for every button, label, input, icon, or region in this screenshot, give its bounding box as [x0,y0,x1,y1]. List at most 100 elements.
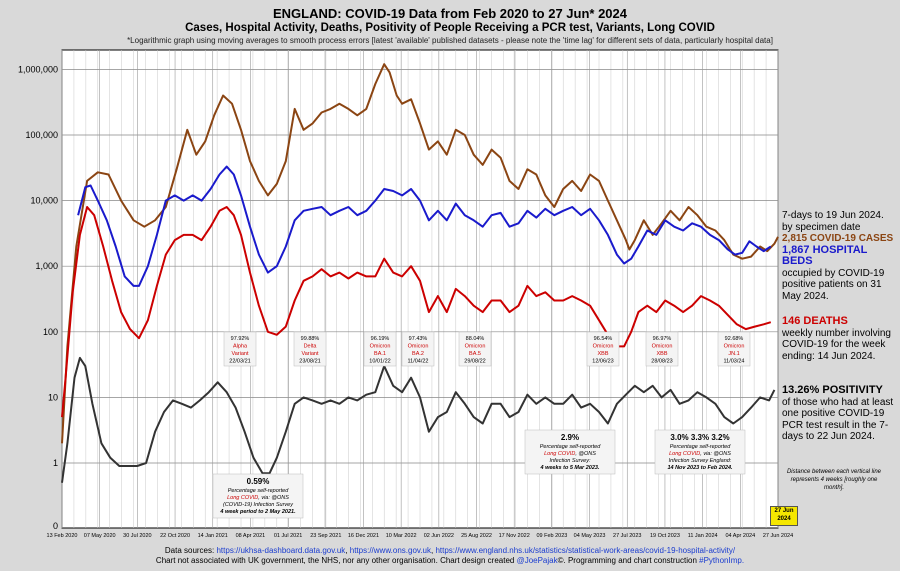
longcovid-line: Long COVID, via: @ONS [227,495,289,501]
x-tick-label: 16 Dec 2021 [348,533,379,539]
variant-label: BA.5 [469,351,481,357]
positivity-summary: 13.26% POSITIVITY of those who had at le… [782,384,897,443]
footer-credits: Chart not associated with UK government,… [0,556,900,566]
y-tick-label: 0 [53,521,58,531]
chart-subtitle: Cases, Hospital Activity, Deaths, Positi… [185,22,715,34]
x-tick-label: 30 Jul 2020 [123,533,151,539]
variant-label: 99.88% [301,336,320,342]
x-tick-label: 11 Jan 2024 [688,533,718,539]
credit-handle-pythonimp[interactable]: #PythonImp. [699,556,745,565]
footer-sources: Data sources: https://ukhsa-dashboard.da… [164,546,736,555]
longcovid-line: Infection Survey: [550,458,591,464]
longcovid-line: Long COVID, @ONS [544,451,596,457]
variant-label: 28/08/23 [651,359,672,365]
y-tick-label: 100,000 [25,130,58,140]
x-tick-label: 22 Oct 2020 [160,533,190,539]
x-tick-label: 04 May 2023 [574,533,606,539]
variant-label: XBB [656,351,667,357]
variant-box [645,331,679,367]
series-line-beds [77,165,772,287]
x-tick-label: 27 Jul 2023 [613,533,641,539]
variant-label: 97.43% [409,336,428,342]
beds-value: 1,867 HOSPITAL BEDS [782,243,868,267]
variant-label: Omicron [465,344,486,350]
variant-label: Alpha [233,344,248,350]
variant-label: Omicron [408,344,429,350]
deaths-value: 146 DEATHS [782,315,848,327]
longcovid-line: Percentage self-reported [670,444,731,450]
variant-label: Delta [304,344,318,350]
credit-handle-joepajak[interactable]: @JoePajak [516,556,558,565]
longcovid-line: Percentage self-reported [540,444,601,450]
longcovid-box [524,429,616,475]
cases-value: 2,815 COVID-19 CASES [782,233,894,244]
variant-label: JN.1 [728,351,739,357]
variant-label: 12/06/23 [592,359,613,365]
longcovid-line: 4 weeks to 5 Mar 2023. [539,465,599,471]
variant-label: Omicron [652,344,673,350]
y-tick-label: 10 [48,392,58,402]
longcovid-pct: 2.9% [561,433,579,442]
variant-label: Variant [231,351,248,357]
variant-box [293,331,327,367]
longcovid-line: Long COVID, via: @ONS [669,451,731,457]
chart-note: *Logarithmic graph using moving averages… [127,36,773,45]
chart-title: ENGLAND: COVID-19 Data from Feb 2020 to … [273,6,627,21]
variant-label: BA.1 [374,351,386,357]
variant-label: 23/08/21 [299,359,320,365]
x-tick-label: 23 Sep 2021 [310,533,341,539]
variant-label: 97.92% [231,336,250,342]
y-tick-label: 10,000 [30,196,58,206]
beds-text: occupied by COVID-19 positive patients o… [782,267,885,302]
deaths-summary: 146 DEATHS weekly number involving COVID… [782,315,897,362]
x-tick-label: 13 Feb 2020 [47,533,78,539]
source-link-ons[interactable]: https://www.ons.gov.uk [349,546,431,555]
x-tick-label: 09 Feb 2023 [536,533,567,539]
variant-box [363,331,397,367]
y-tick-label: 1,000 [35,261,58,271]
variant-label: 92.68% [725,336,744,342]
variant-label: 88.04% [466,336,485,342]
variant-label: Variant [301,351,318,357]
credit-text-a: Chart not associated with UK government,… [155,556,515,565]
source-link-ukhsa[interactable]: https://ukhsa-dashboard.data.gov.uk [216,546,346,555]
longcovid-pct: 0.59% [247,477,270,486]
y-tick-label: 1,000,000 [18,64,58,74]
longcovid-box [654,429,746,475]
variant-label: XBB [597,351,608,357]
series-line-positivity [61,356,776,483]
y-tick-label: 100 [43,327,58,337]
variant-label: 11/03/24 [723,359,744,365]
date-marker: 27 Jun 2024 [770,506,798,526]
chart-header: ENGLAND: COVID-19 Data from Feb 2020 to … [0,6,900,46]
variant-box [401,331,435,367]
y-tick-label: 1 [53,458,58,468]
longcovid-line: 14 Nov 2023 to Feb 2024. [667,465,733,471]
variant-box [717,331,751,367]
variant-label: BA.2 [412,351,424,357]
x-tick-label: 02 Jun 2022 [424,533,454,539]
series-line-cases [61,63,779,444]
source-link-nhs[interactable]: https://www.england.nhs.uk/statistics/st… [435,546,736,555]
x-tick-label: 07 May 2020 [84,533,116,539]
longcovid-box [212,473,304,519]
x-tick-label: 19 Oct 2023 [650,533,680,539]
series-line-deaths [61,206,772,418]
deaths-text: weekly number involving COVID-19 for the… [782,327,891,362]
x-tick-label: 08 Apr 2021 [236,533,266,539]
variant-box [223,331,257,367]
x-tick-label: 17 Nov 2022 [499,533,530,539]
longcovid-line: Percentage self-reported [228,488,289,494]
longcovid-line: Infection Survey England: [669,458,732,464]
x-tick-label: 01 Jul 2021 [274,533,302,539]
x-tick-label: 25 Aug 2022 [461,533,492,539]
